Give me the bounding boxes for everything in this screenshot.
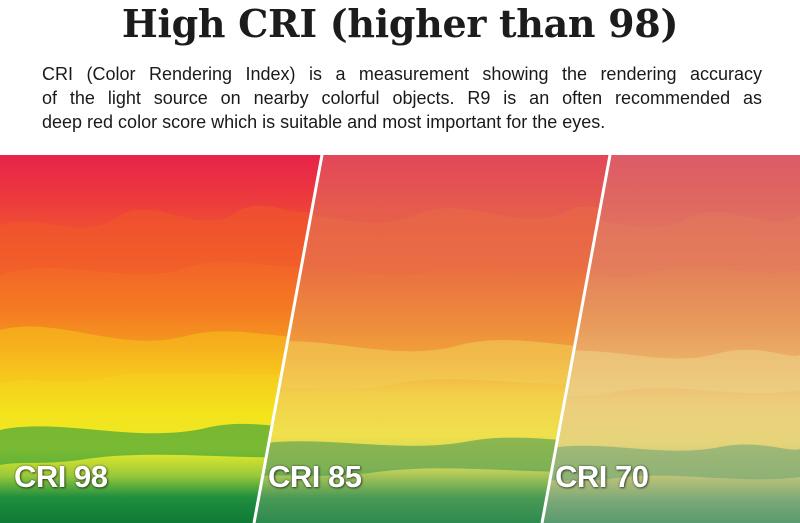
panel-divider	[252, 155, 324, 523]
panel-divider	[540, 155, 612, 523]
label-cri-70: CRI 70	[555, 459, 649, 494]
comparison-photo: CRI 98 CRI 85 CRI 70	[0, 155, 800, 523]
panel-cri-98-image	[0, 155, 322, 523]
panel-cri-70-image	[542, 155, 800, 523]
description-line-2: of the light source on nearby colorful o…	[42, 88, 762, 108]
description-line-1: CRI (Color Rendering Index) is a measure…	[42, 64, 762, 84]
page-title: High CRI (higher than 98)	[121, 1, 679, 46]
label-cri-85: CRI 85	[268, 459, 362, 494]
panel-cri-85-image	[254, 155, 610, 523]
description: CRI (Color Rendering Index) is a measure…	[42, 62, 762, 134]
label-cri-98: CRI 98	[14, 459, 108, 494]
painted-canvas-image	[0, 155, 800, 523]
description-line-3: deep red color score which is suitable a…	[42, 112, 606, 132]
